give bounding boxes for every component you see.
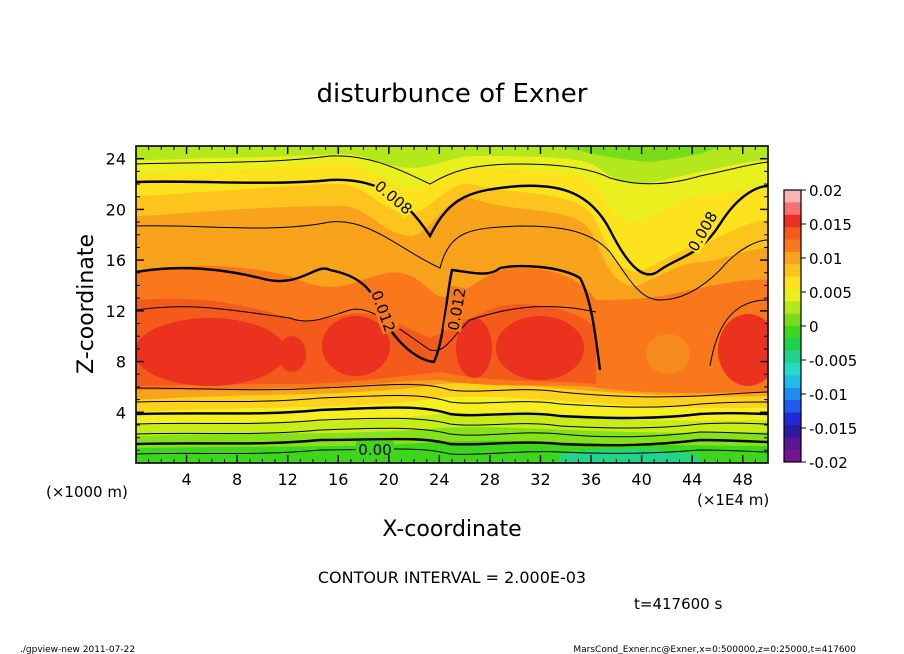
colorbar-tick-label: -0.01: [809, 386, 848, 404]
colorbar-swatch: [784, 400, 801, 414]
contour-line: [136, 221, 768, 301]
colorbar-swatch: [784, 190, 801, 203]
colorbar-swatch: [784, 412, 801, 426]
colorbar-tick-label: 0.005: [809, 284, 852, 302]
colorbar-swatch: [784, 449, 801, 463]
contour-line: [136, 406, 768, 420]
colorbar-tick-label: -0.005: [809, 352, 857, 370]
colorbar-swatch: [784, 251, 801, 265]
y-tick-label: 16: [106, 251, 126, 270]
field-cell: [456, 318, 492, 378]
contour-line: [136, 383, 768, 398]
colorbar-swatch: [784, 313, 801, 327]
colorbar-swatch: [784, 264, 801, 278]
colorbar-swatch: [784, 202, 801, 216]
colorbar-tick-label: 0: [809, 318, 819, 336]
x-tick-label: 36: [581, 470, 601, 489]
field-cell: [136, 318, 286, 386]
x-tick-label: 40: [631, 470, 651, 489]
time-note: t=417600 s: [634, 595, 722, 613]
colorbar-swatch: [784, 350, 801, 364]
field-cell: [496, 316, 584, 380]
colorbar-tick-label: 0.02: [809, 182, 842, 200]
colorbar-swatch: [784, 214, 801, 228]
contour-line: [136, 264, 602, 371]
x-tick-label: 24: [429, 470, 449, 489]
x-tick-label: 12: [278, 470, 298, 489]
colorbar-swatch: [784, 239, 801, 253]
colorbar-swatch: [784, 276, 801, 290]
y-tick-label: 24: [106, 150, 126, 169]
colorbar-swatch: [784, 437, 801, 451]
contour-line: [136, 427, 768, 438]
contour-line: [136, 395, 768, 408]
x-unit-left: (×1000 m): [46, 483, 128, 501]
x-axis-label: X-coordinate: [382, 517, 521, 542]
contour-label: 0.00: [358, 441, 391, 459]
x-tick-label: 28: [480, 470, 500, 489]
x-tick-label: 48: [733, 470, 753, 489]
chart-title: disturbunce of Exner: [317, 79, 588, 109]
x-tick-label: 20: [379, 470, 399, 489]
colorbar-swatch: [784, 288, 801, 302]
colorbar-swatch: [784, 387, 801, 401]
contour-line: [136, 155, 768, 185]
y-tick-label: 8: [116, 353, 126, 372]
colorbar-swatch: [784, 375, 801, 389]
colorbar-tick-label: -0.015: [809, 420, 857, 438]
contour-line: [136, 448, 768, 455]
colorbar-tick-label: 0.01: [809, 250, 842, 268]
y-axis-label: Z-coordinate: [74, 234, 99, 374]
colorbar-swatch: [784, 227, 801, 240]
x-tick-label: 8: [232, 470, 242, 489]
colorbar-tick-label: 0.015: [809, 216, 852, 234]
field-cell: [278, 336, 306, 372]
x-axis: 4 8 12 16 20 24 28 32 36 40 44 48: [148, 146, 756, 489]
x-tick-label: 44: [682, 470, 702, 489]
y-tick-label: 12: [106, 302, 126, 321]
x-tick-label: 32: [530, 470, 550, 489]
colorbar-swatch: [784, 338, 801, 352]
footer-right: MarsCond_Exner.nc@Exner,x=0:500000,z=0:2…: [573, 645, 856, 654]
field-cell: [646, 334, 690, 374]
x-tick-label: 16: [328, 470, 348, 489]
contour-line: [136, 417, 768, 429]
colorbar: 0.02 0.015 0.01 0.005 0 -0.005 -0.01 -0.015 -0.0…: [783, 182, 857, 472]
contour-line: [709, 299, 768, 367]
colorbar-swatch: [784, 326, 801, 339]
y-axis: 4 8 12 16 20 24: [106, 150, 768, 451]
colorbar-swatch: [784, 301, 801, 315]
x-tick-label: 4: [181, 470, 191, 489]
colorbar-swatch: [784, 424, 801, 438]
x-unit-right: (×1E4 m): [697, 491, 769, 509]
footer-left: ./gpview-new 2011-07-22: [20, 645, 135, 654]
y-tick-label: 20: [106, 200, 126, 219]
y-tick-label: 4: [116, 403, 126, 422]
contour-interval-note: CONTOUR INTERVAL = 2.000E-03: [318, 568, 586, 587]
colorbar-swatch: [784, 363, 801, 376]
contour-line: [136, 437, 768, 447]
field-cell: [718, 314, 768, 386]
heatmap-field: [136, 146, 768, 463]
colorbar-tick-label: -0.02: [809, 454, 848, 472]
field-cell: [322, 316, 390, 376]
